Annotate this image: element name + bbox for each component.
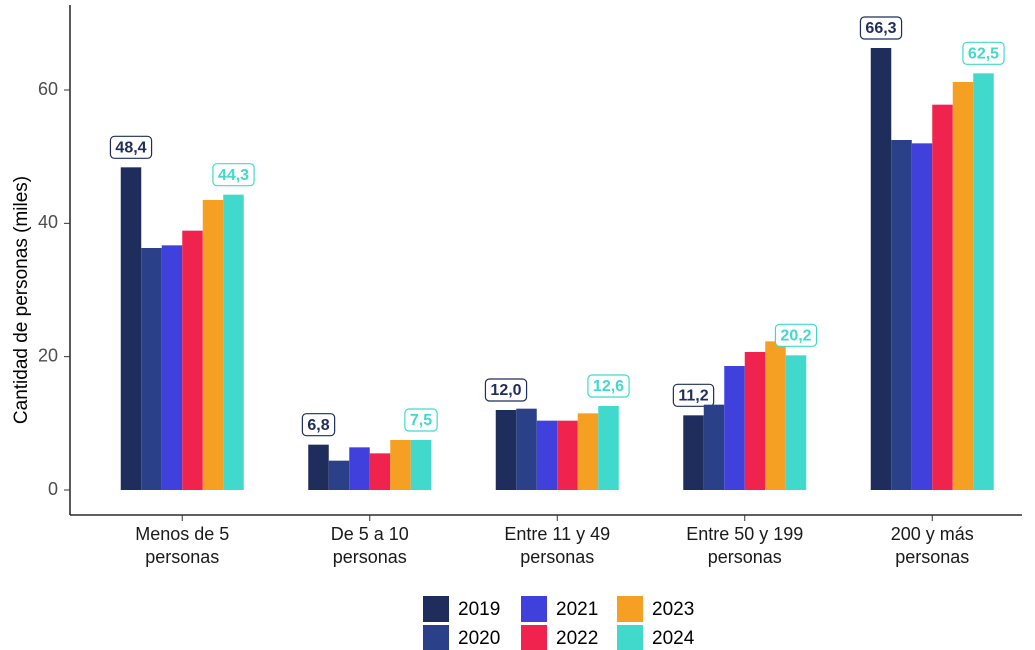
bar	[369, 453, 391, 490]
x-tick-label: De 5 a 10 personas	[331, 524, 409, 567]
value-label-box	[672, 383, 715, 407]
legend-label: 2023	[652, 599, 694, 620]
x-tick-label: Entre 11 y 49 personas	[504, 524, 610, 567]
value-label: 62,5	[968, 46, 999, 63]
bar	[577, 413, 599, 490]
bar	[202, 200, 224, 490]
bar	[932, 104, 953, 491]
value-label: 7,5	[410, 412, 432, 429]
value-label: 20,2	[780, 328, 811, 345]
bar	[410, 440, 432, 490]
value-label-box	[301, 413, 336, 437]
bar	[598, 406, 619, 490]
value-label-box	[962, 41, 1005, 65]
y-tick-label: 0	[48, 479, 58, 499]
y-tick-label: 60	[38, 79, 58, 99]
x-tick-label-line: Menos de 5	[135, 524, 229, 544]
bar	[182, 230, 203, 490]
value-label-box	[587, 374, 630, 398]
x-tick-label-line: personas	[333, 547, 407, 567]
bar	[308, 444, 329, 490]
bar	[516, 408, 537, 490]
value-label-box	[109, 135, 153, 159]
value-label-box	[404, 408, 438, 432]
x-tick-label-line: personas	[708, 547, 782, 567]
x-tick-label-line: De 5 a 10	[331, 524, 409, 544]
x-tick-label: Menos de 5 personas	[135, 524, 229, 567]
bar	[141, 248, 162, 490]
legend-label: 2021	[556, 599, 598, 620]
value-label: 48,4	[115, 140, 146, 157]
value-label: 11,2	[678, 388, 708, 405]
legend-label: 2024	[652, 628, 695, 649]
legend-label: 2022	[556, 628, 598, 649]
x-tick-label: 200 y más personas	[891, 524, 974, 567]
legend-swatch	[617, 625, 643, 650]
bar	[785, 355, 807, 490]
x-tick-label-line: personas	[895, 547, 969, 567]
legend-label: 2020	[458, 628, 500, 649]
bar	[765, 341, 786, 490]
bar	[495, 410, 517, 490]
value-label-box	[774, 323, 818, 347]
value-label: 44,3	[218, 167, 249, 184]
legend-swatch	[423, 596, 449, 622]
bar	[973, 73, 994, 490]
x-tick-label-line: personas	[520, 547, 594, 567]
x-tick-label: Entre 50 y 199 personas	[686, 524, 803, 567]
bar	[557, 420, 578, 490]
y-tick-label: 40	[38, 212, 58, 232]
value-label-box	[212, 163, 255, 187]
bar	[952, 82, 974, 490]
bar	[891, 140, 912, 490]
bar	[536, 420, 558, 490]
value-label: 12,0	[490, 382, 521, 399]
bar	[724, 366, 745, 490]
bar	[870, 48, 892, 490]
x-tick-label-line: Entre 50 y 199	[686, 524, 803, 544]
bar	[683, 415, 704, 490]
legend-swatch	[521, 625, 547, 650]
bar	[911, 143, 933, 491]
x-tick-label-line: 200 y más	[891, 524, 974, 544]
y-tick-label: 20	[38, 345, 58, 365]
bar	[703, 404, 725, 490]
y-axis-title: Cantidad de personas (miles)	[11, 176, 32, 424]
value-label: 6,8	[307, 417, 329, 434]
legend-swatch	[617, 596, 643, 622]
x-tick-label-line: Entre 11 y 49	[504, 524, 610, 544]
bar	[161, 245, 183, 490]
bar	[328, 460, 350, 490]
value-label-box	[859, 16, 903, 40]
legend-swatch	[423, 625, 449, 650]
bar	[120, 167, 142, 491]
value-label: 66,3	[865, 20, 896, 37]
value-label-box	[484, 378, 528, 402]
bar	[223, 194, 244, 490]
legend-swatch	[521, 596, 547, 622]
legend-label: 2019	[458, 599, 500, 620]
value-label: 12,6	[593, 378, 624, 395]
x-tick-label-line: personas	[145, 547, 219, 567]
bar	[349, 447, 370, 490]
bar	[390, 440, 411, 490]
bar	[744, 352, 766, 490]
